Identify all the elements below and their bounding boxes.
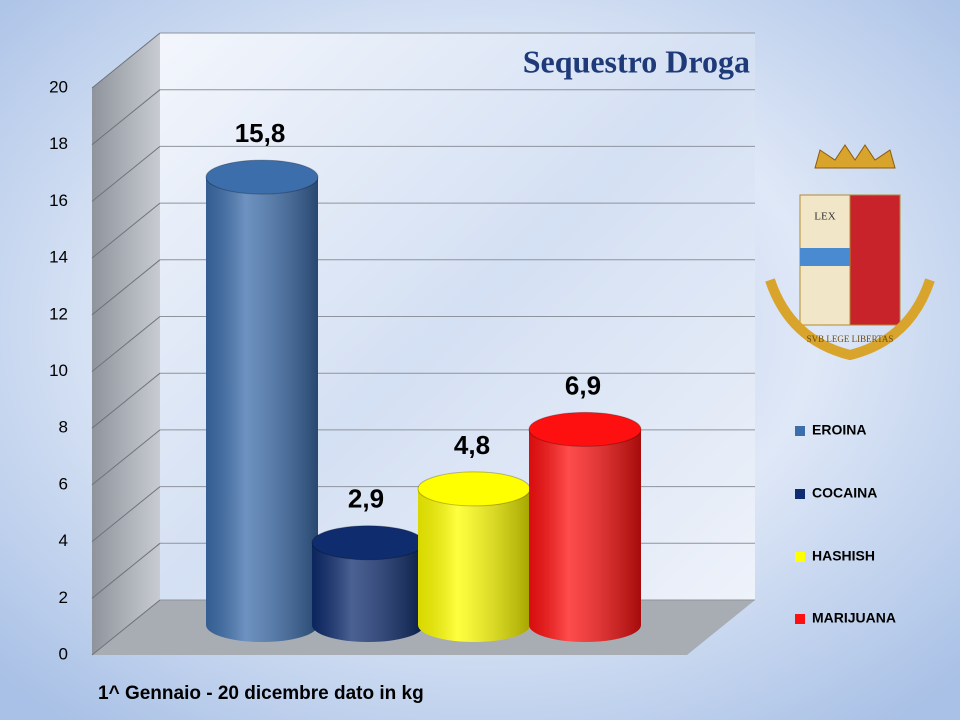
emblem: LEX SVB LEGE LIBERTAS — [765, 144, 935, 361]
grid-line — [91, 202, 161, 259]
y-tick-label: 18 — [49, 134, 68, 153]
bar-shade — [312, 542, 424, 642]
y-tick-label: 12 — [49, 304, 68, 323]
grid-line — [91, 32, 161, 89]
y-tick-label: 10 — [49, 361, 68, 380]
legend-label: MARIJUANA — [812, 610, 896, 626]
bar-shade — [206, 177, 318, 642]
legend-label: EROINA — [812, 422, 866, 438]
grid-line — [91, 429, 161, 486]
ribbon — [765, 278, 935, 361]
y-tick-label: 6 — [59, 474, 68, 493]
bar-top — [205, 159, 319, 195]
bar-shade — [529, 429, 641, 642]
y-tick-label: 8 — [59, 418, 68, 437]
legend-label: COCAINA — [812, 485, 877, 501]
y-tick-label: 0 — [59, 644, 68, 663]
grid-line — [91, 146, 161, 202]
grid-line — [91, 89, 161, 146]
grid-line — [91, 599, 161, 656]
emblem-motto: SVB LEGE LIBERTAS — [807, 334, 894, 344]
grid-line — [91, 259, 161, 316]
chart-title: Sequestro Droga — [523, 43, 750, 79]
y-tick-label: 2 — [59, 588, 68, 607]
shield-right — [849, 194, 901, 326]
shield-band — [800, 248, 850, 266]
emblem-lex: LEX — [814, 211, 835, 223]
grid-line — [91, 486, 161, 542]
grid-line — [91, 542, 161, 599]
grid-line — [91, 372, 161, 429]
subtitle: 1^ Gennaio - 20 dicembre dato in kg — [98, 683, 424, 704]
bar-top — [417, 471, 531, 507]
legend-swatch — [795, 489, 805, 499]
grid-line — [91, 316, 161, 372]
crown — [814, 144, 896, 169]
y-tick-label: 16 — [49, 191, 68, 210]
legend-swatch — [795, 614, 805, 624]
y-tick-label: 20 — [49, 77, 68, 96]
bar-top — [311, 525, 425, 561]
value-label: 4,8 — [454, 430, 490, 460]
value-label: 6,9 — [565, 370, 601, 400]
value-label: 2,9 — [348, 484, 384, 514]
value-label: 15,8 — [235, 118, 286, 148]
y-tick-label: 4 — [59, 531, 68, 550]
bar-top — [528, 411, 642, 447]
y-tick-label: 14 — [49, 248, 68, 267]
bar-shade — [418, 488, 530, 642]
legend-swatch — [795, 426, 805, 436]
legend-swatch — [795, 552, 805, 562]
legend-label: HASHISH — [812, 548, 875, 564]
